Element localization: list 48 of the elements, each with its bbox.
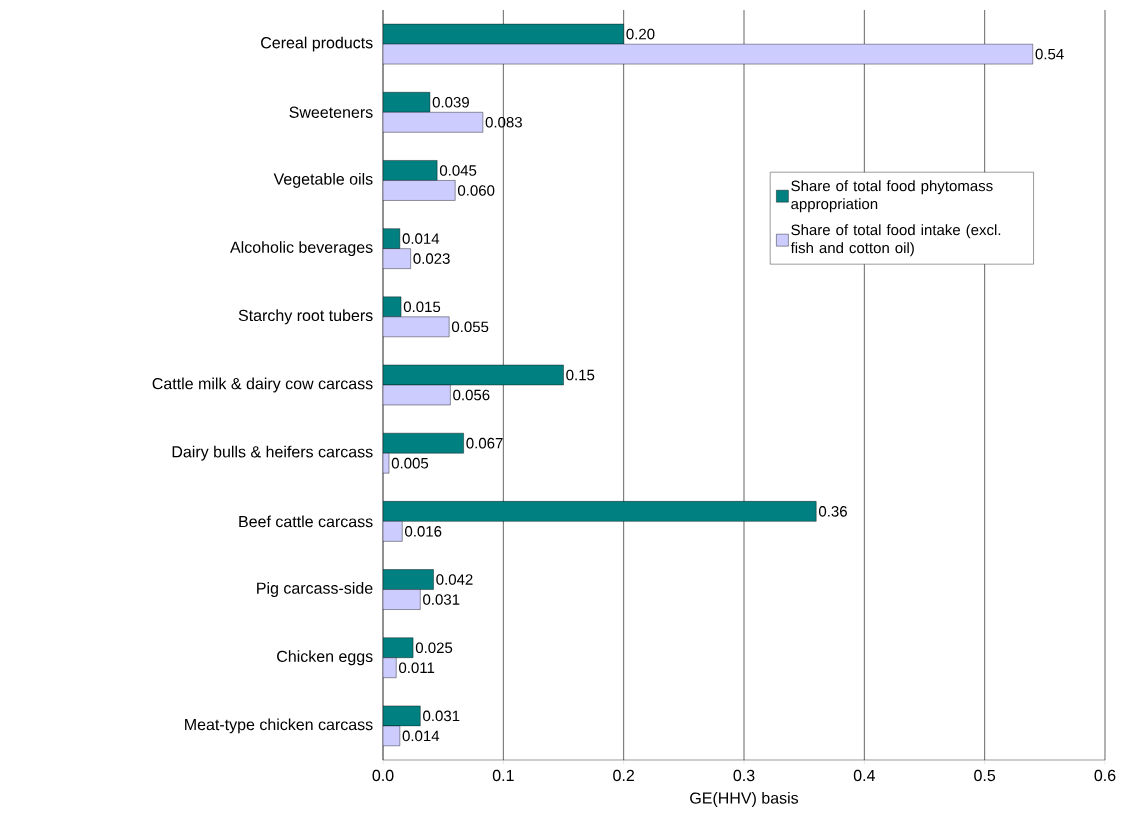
bar <box>383 112 484 133</box>
x-axis-title: GE(HHV) basis <box>690 792 799 807</box>
data-label: 0.015 <box>403 301 441 313</box>
legend-label: Share of total food phytomass appropriation <box>791 180 993 213</box>
bar <box>383 180 456 201</box>
data-label: 0.083 <box>485 116 522 128</box>
data-label: 0.056 <box>453 389 490 401</box>
data-label: 0.014 <box>402 233 440 244</box>
x-tick-label: 0.1 <box>492 769 514 782</box>
data-label: 0.060 <box>457 185 495 196</box>
x-tick-label: 0.2 <box>613 769 634 782</box>
y-tick-label: Cattle milk & dairy cow carcass <box>152 377 373 393</box>
data-label: 0.023 <box>413 253 450 264</box>
bar <box>383 589 421 610</box>
bar <box>383 43 1033 65</box>
data-label: 0.039 <box>432 96 469 108</box>
data-label: 0.025 <box>415 642 453 654</box>
data-label: 0.045 <box>439 165 477 176</box>
data-label: 0.016 <box>405 526 442 537</box>
y-tick-label: Cereal products <box>261 36 373 52</box>
data-label: 0.36 <box>818 506 847 517</box>
data-label: 0.042 <box>436 574 473 585</box>
bar <box>383 316 450 338</box>
data-label: 0.20 <box>626 28 655 40</box>
data-label: 0.014 <box>402 730 440 742</box>
data-label: 0.005 <box>391 457 429 469</box>
y-tick-label: Pig carcass-side <box>257 582 373 598</box>
data-label: 0.067 <box>466 437 503 449</box>
y-tick-label: Chicken eggs <box>277 650 373 666</box>
y-tick-label: Beef cattle carcass <box>239 515 373 528</box>
x-tick-label: 0.6 <box>1094 769 1116 782</box>
x-tick-label: 0.0 <box>372 769 394 782</box>
y-tick-label: Starchy root tubers <box>238 309 373 325</box>
data-label: 0.15 <box>566 369 595 381</box>
data-label: 0.011 <box>399 662 435 674</box>
x-tick-label: 0.4 <box>853 769 875 782</box>
data-label: 0.031 <box>423 594 460 605</box>
y-tick-label: Vegetable oils <box>273 173 373 188</box>
x-tick-label: 0.5 <box>974 769 996 782</box>
y-tick-label: Sweeteners <box>289 106 373 118</box>
y-tick-label: Alcoholic beverages <box>230 241 373 257</box>
legend-label: Share of total food intake (excl. fish and cotton oil) <box>790 224 1001 257</box>
data-label: 0.055 <box>451 321 489 333</box>
x-tick-label: 0.3 <box>733 769 755 782</box>
data-label: 0.54 <box>1035 48 1064 60</box>
y-tick-label: Meat-type chicken carcass <box>185 718 373 734</box>
data-label: 0.031 <box>423 710 460 722</box>
y-tick-label: Dairy bulls & heifers carcass <box>172 445 373 461</box>
